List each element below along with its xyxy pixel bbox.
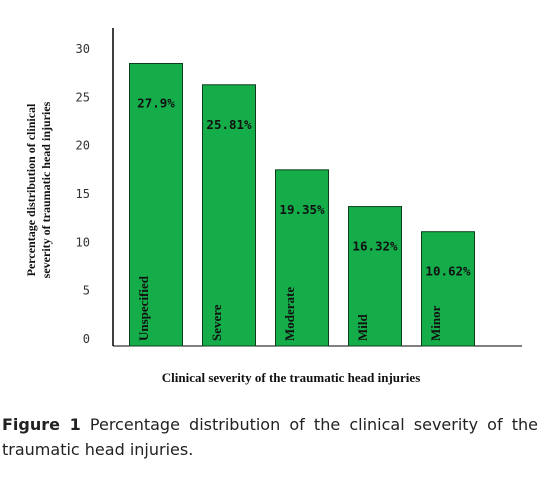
y-tick-label: 0	[83, 332, 90, 346]
y-tick-label: 30	[76, 42, 90, 56]
bar-severe	[202, 84, 256, 347]
category-label: Minor	[428, 305, 443, 341]
category-label: Mild	[355, 314, 370, 341]
figure-caption-text: Percentage distribution of the clinical …	[2, 415, 538, 459]
figure-caption-label: Figure 1	[2, 415, 81, 434]
bars	[129, 63, 475, 347]
value-label: 19.35%	[279, 202, 325, 217]
category-label: Unspecified	[136, 275, 151, 341]
y-tick-label: 10	[76, 235, 90, 249]
bar-moderate	[275, 169, 329, 347]
value-label: 27.9%	[137, 96, 175, 111]
category-label: Moderate	[282, 287, 297, 341]
value-label: 16.32%	[352, 239, 398, 254]
y-tick-label: 20	[76, 139, 90, 153]
y-tick-label: 15	[76, 187, 90, 201]
bar-chart: 0 5 10 15 20 25 30 27.9% 25.81% 19.35% 16.32% 10.6…	[24, 28, 522, 385]
bar-minor	[421, 231, 475, 347]
value-labels: 27.9% 25.81% 19.35% 16.32% 10.62%	[137, 96, 471, 279]
value-label: 25.81%	[206, 117, 252, 132]
category-labels: Unspecified Severe Moderate Mild Minor	[136, 275, 443, 341]
y-tick-label: 5	[83, 284, 90, 298]
bar-unspecified	[129, 63, 183, 347]
y-axis-label-line-2: severity of traumatic head injuries	[39, 101, 53, 278]
y-tick-label: 25	[76, 90, 90, 104]
bar-mild	[348, 206, 402, 347]
value-label: 10.62%	[425, 264, 471, 279]
category-label: Severe	[209, 304, 224, 341]
y-axis-ticks: 0 5 10 15 20 25 30	[76, 42, 90, 346]
y-axis-label-line-1: Percentage distribution of clinical	[24, 103, 38, 276]
figure-caption: Figure 1 Percentage distribution of the …	[2, 412, 538, 462]
x-axis-label: Clinical severity of the traumatic head …	[162, 370, 421, 385]
